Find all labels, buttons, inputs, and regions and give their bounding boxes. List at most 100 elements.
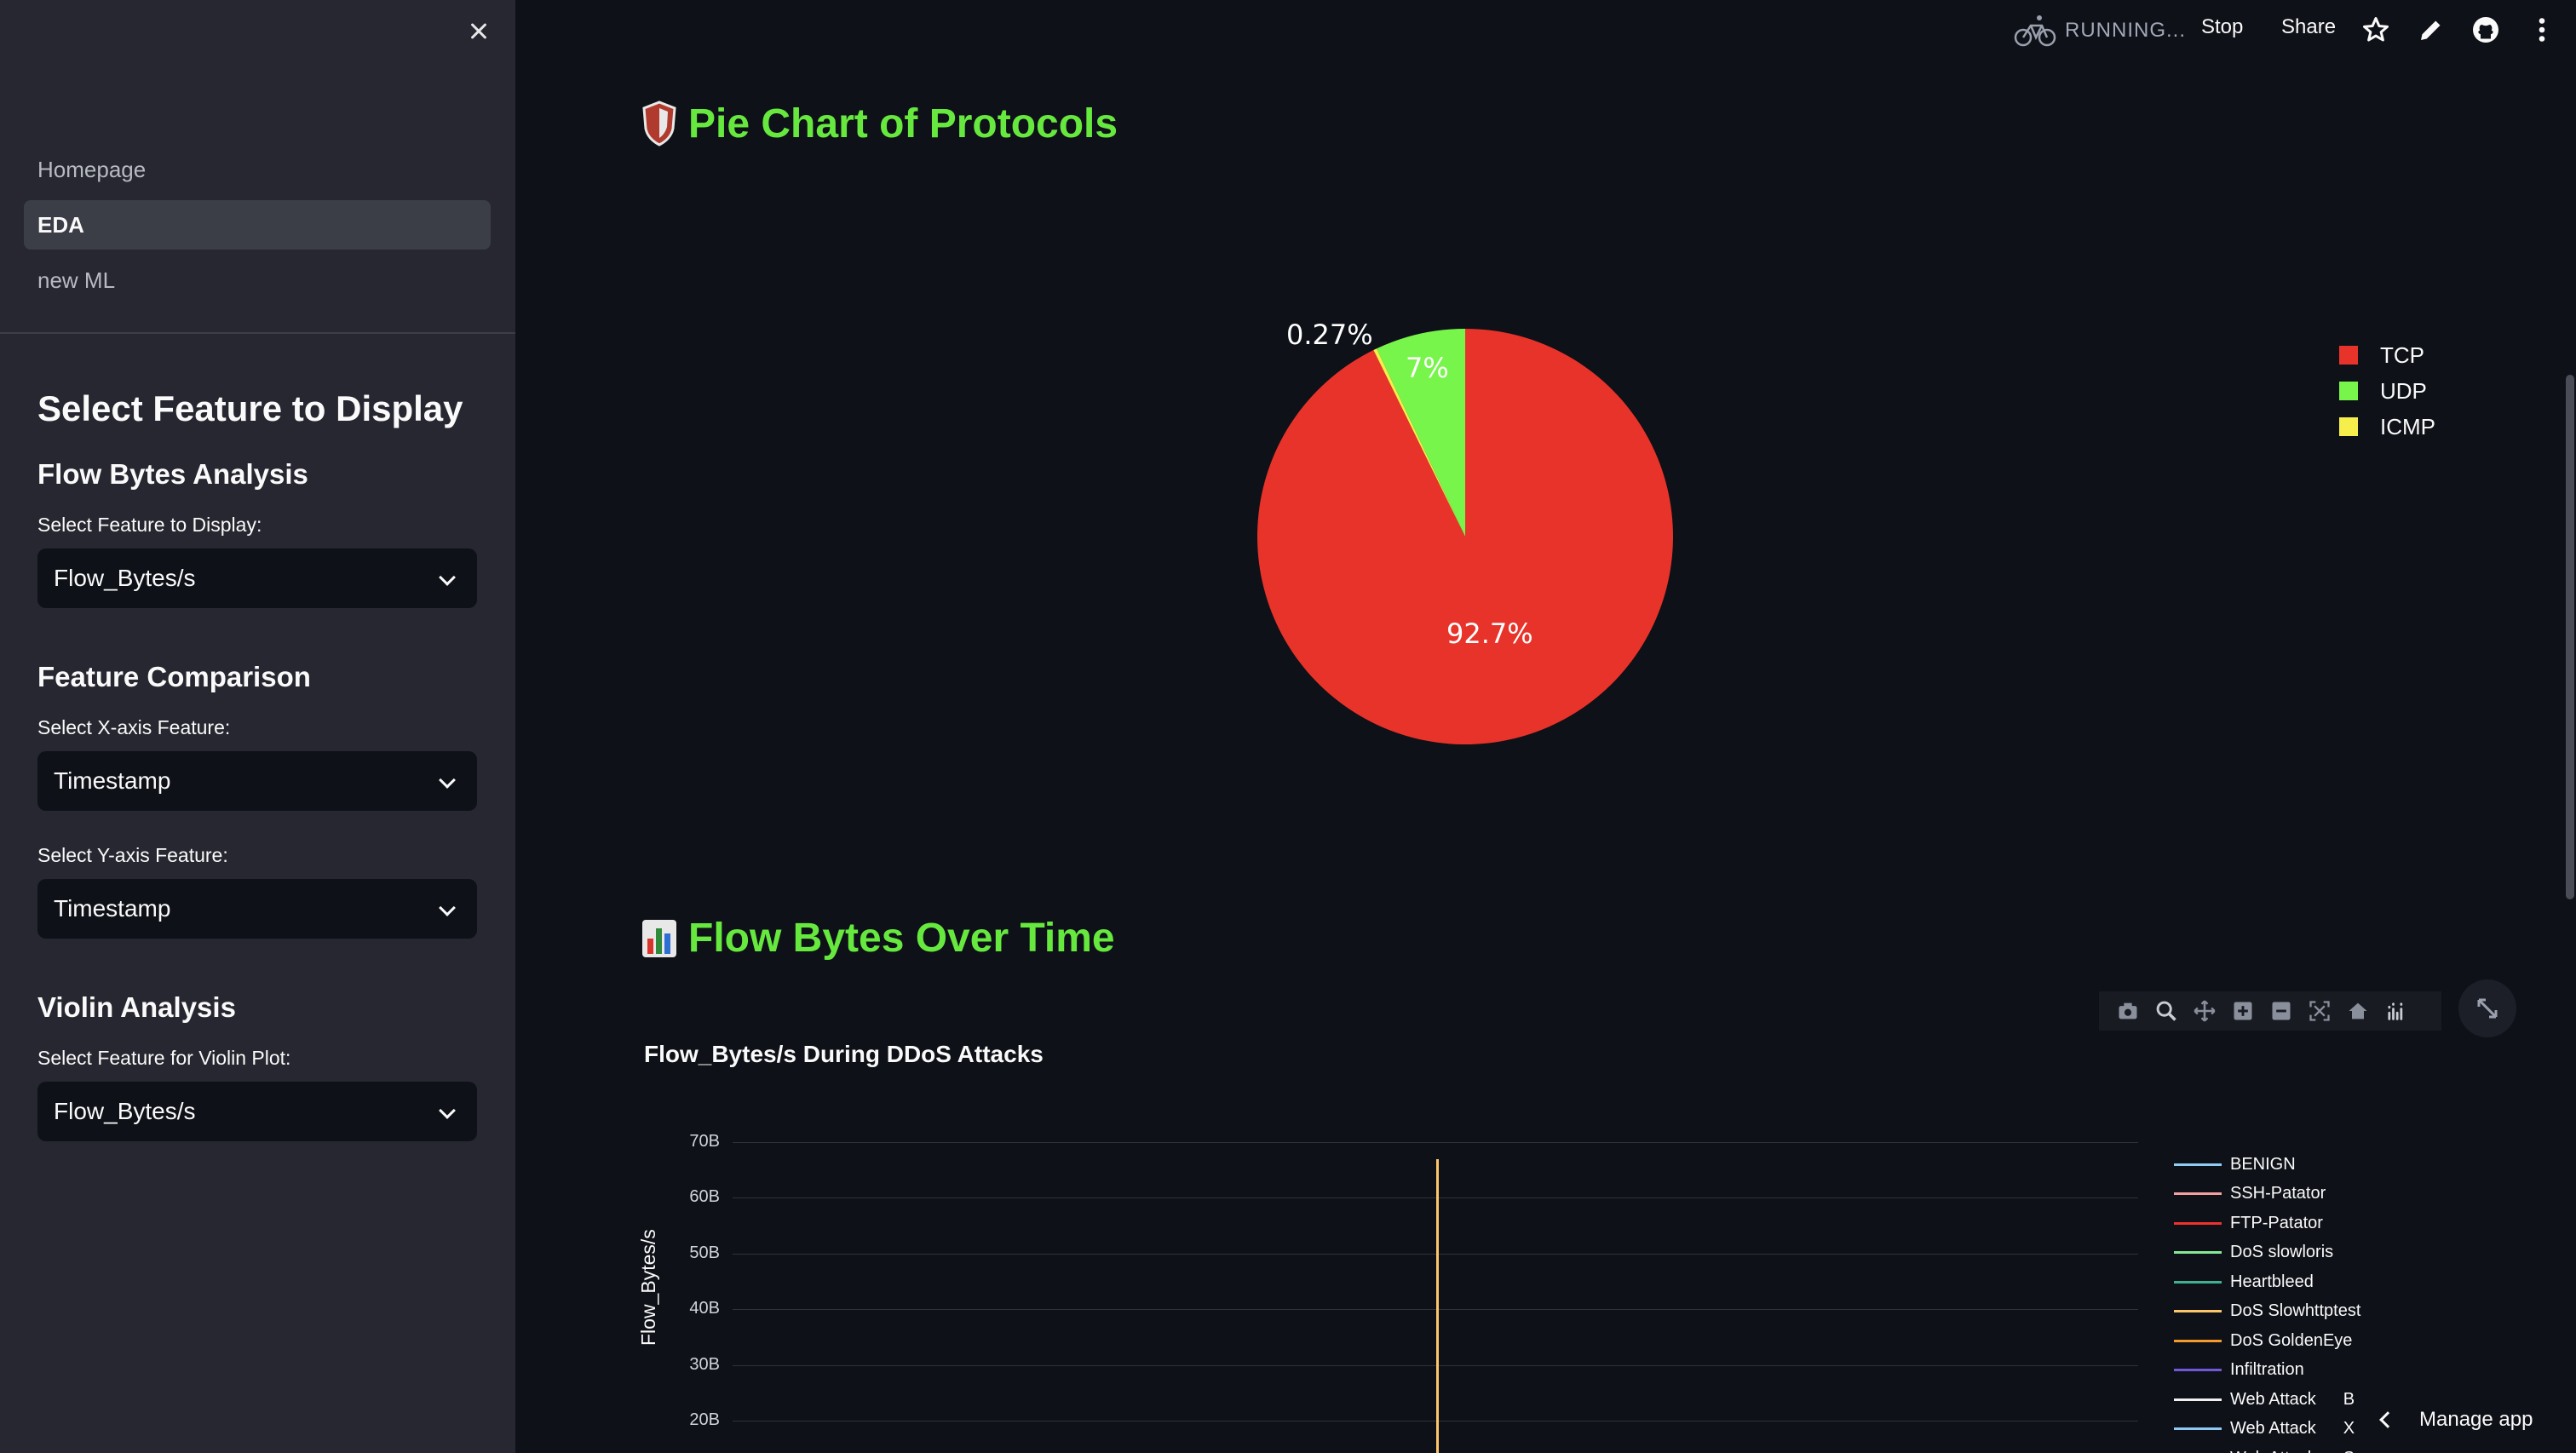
legend-item[interactable]: Web Attack B	[2174, 1385, 2360, 1415]
legend-label: BENIGN	[2230, 1154, 2296, 1174]
y-tick-label: 20B	[689, 1410, 720, 1429]
pie-heading: Pie Chart of Protocols	[641, 95, 1118, 152]
legend-line	[2174, 1221, 2222, 1225]
legend-label: FTP-Patator	[2230, 1213, 2323, 1232]
legend-line	[2174, 1251, 2222, 1255]
x-axis-select-value: Timestamp	[54, 767, 171, 794]
flow-bytes-heading: Flow Bytes Analysis	[37, 458, 308, 490]
more-menu-icon[interactable]	[2527, 14, 2557, 45]
legend-label: Web Attack	[2230, 1449, 2316, 1453]
legend-label: Infiltration	[2230, 1360, 2304, 1380]
legend-label: DoS slowloris	[2230, 1243, 2334, 1262]
x-axis-select[interactable]: Timestamp	[37, 751, 477, 811]
pie-legend: TCP UDP ICMP	[2339, 337, 2435, 445]
close-sidebar-icon[interactable]	[465, 17, 492, 44]
chevron-down-icon	[439, 899, 456, 916]
page-nav: Homepage EDA new ML	[24, 145, 491, 311]
legend-label: UDP	[2380, 377, 2427, 404]
nav-item-new-ml[interactable]: new ML	[37, 267, 116, 293]
legend-label: ICMP	[2380, 413, 2435, 439]
protocol-pie-chart[interactable]	[1244, 315, 1687, 758]
legend-item[interactable]: DoS GoldenEye	[2174, 1326, 2360, 1356]
legend-item[interactable]: Infiltration	[2174, 1356, 2360, 1386]
plot-modebar	[2099, 991, 2441, 1031]
violin-select[interactable]: Flow_Bytes/s	[37, 1082, 477, 1141]
shield-icon	[642, 101, 676, 146]
legend-label: Heartbleed	[2230, 1272, 2314, 1291]
gridline	[733, 1309, 2138, 1311]
dos-slowhttptest-spike	[1436, 1158, 1439, 1453]
pie-heading-text: Pie Chart of Protocols	[688, 101, 1118, 146]
legend-line	[2174, 1192, 2222, 1196]
legend-swatch	[2339, 417, 2358, 436]
legend-item[interactable]: BENIGN	[2174, 1150, 2360, 1180]
legend-item[interactable]: Web Attack X	[2174, 1415, 2360, 1444]
flow-bytes-label: Select Feature to Display:	[37, 514, 262, 536]
camera-icon[interactable]	[2116, 999, 2140, 1023]
legend-label-suffix: B	[2343, 1389, 2355, 1409]
legend-line	[2174, 1280, 2222, 1284]
legend-line	[2174, 1398, 2222, 1401]
pie-label-udp: 7%	[1406, 352, 1449, 384]
zoom-icon[interactable]	[2154, 999, 2178, 1023]
github-icon[interactable]	[2470, 14, 2501, 45]
pie-slice-tcp[interactable]	[1257, 329, 1673, 745]
legend-item[interactable]: SSH-Patator	[2174, 1180, 2360, 1209]
gridline	[733, 1197, 2138, 1199]
plotly-logo-icon[interactable]	[2384, 999, 2408, 1023]
violin-select-value: Flow_Bytes/s	[54, 1098, 196, 1124]
legend-item-tcp[interactable]: TCP	[2339, 337, 2435, 373]
legend-item[interactable]: DoS slowloris	[2174, 1238, 2360, 1268]
chevron-down-icon	[439, 1102, 456, 1119]
legend-label-suffix: X	[2343, 1419, 2355, 1439]
share-button[interactable]: Share	[2281, 15, 2337, 38]
legend-label: TCP	[2380, 342, 2424, 368]
legend-item-icmp[interactable]: ICMP	[2339, 409, 2435, 445]
legend-item[interactable]: DoS Slowhttptest	[2174, 1297, 2360, 1327]
zoom-out-icon[interactable]	[2269, 999, 2293, 1023]
legend-label: Web Attack	[2230, 1419, 2316, 1439]
legend-line	[2174, 1163, 2222, 1166]
legend-label: SSH-Patator	[2230, 1184, 2326, 1203]
gridline	[733, 1142, 2138, 1143]
y-axis-select[interactable]: Timestamp	[37, 879, 477, 939]
pie-label-tcp: 92.7%	[1446, 617, 1533, 650]
running-status: RUNNING...	[2014, 14, 2186, 48]
chevron-down-icon	[439, 569, 456, 586]
y-tick-label: 30B	[689, 1354, 720, 1374]
zoom-in-icon[interactable]	[2231, 999, 2255, 1023]
gridline	[733, 1253, 2138, 1255]
sidebar-title: Select Feature to Display	[37, 388, 463, 428]
flow-bytes-select[interactable]: Flow_Bytes/s	[37, 548, 477, 608]
legend-swatch	[2339, 346, 2358, 365]
stop-button[interactable]: Stop	[2201, 15, 2244, 38]
legend-label: Web Attack	[2230, 1389, 2316, 1409]
nav-item-homepage[interactable]: Homepage	[37, 157, 147, 182]
legend-item[interactable]: Heartbleed	[2174, 1267, 2360, 1297]
pan-icon[interactable]	[2193, 999, 2217, 1023]
nav-item-eda[interactable]: EDA	[24, 200, 491, 250]
sidebar-controls: Select Feature to Display Flow Bytes Ana…	[37, 383, 477, 1141]
pie-label-icmp: 0.27%	[1286, 319, 1373, 351]
nav-divider	[0, 332, 515, 334]
fullscreen-expand-icon[interactable]	[2458, 979, 2516, 1037]
y-tick-label: 70B	[689, 1132, 720, 1151]
gridline	[733, 1364, 2138, 1366]
main-scrollbar[interactable]	[2566, 375, 2574, 899]
autoscale-icon[interactable]	[2308, 999, 2332, 1023]
legend-label: DoS Slowhttptest	[2230, 1301, 2361, 1321]
running-label: RUNNING...	[2065, 19, 2186, 42]
legend-item[interactable]: Web Attack S	[2174, 1444, 2360, 1453]
legend-label-suffix: S	[2343, 1449, 2355, 1453]
legend-line	[2174, 1310, 2222, 1313]
bar-chart-icon	[642, 920, 676, 957]
pie-slice-icmp[interactable]	[1373, 348, 1465, 537]
pie-slice-udp[interactable]	[1377, 329, 1465, 537]
line-chart-title: Flow_Bytes/s During DDoS Attacks	[644, 1041, 1044, 1067]
legend-item-udp[interactable]: UDP	[2339, 373, 2435, 409]
edit-pencil-icon[interactable]	[2416, 14, 2447, 45]
legend-item[interactable]: FTP-Patator	[2174, 1209, 2360, 1238]
star-icon[interactable]	[2360, 14, 2391, 45]
home-icon[interactable]	[2346, 999, 2370, 1023]
manage-app-button[interactable]: Manage app	[2379, 1401, 2533, 1439]
